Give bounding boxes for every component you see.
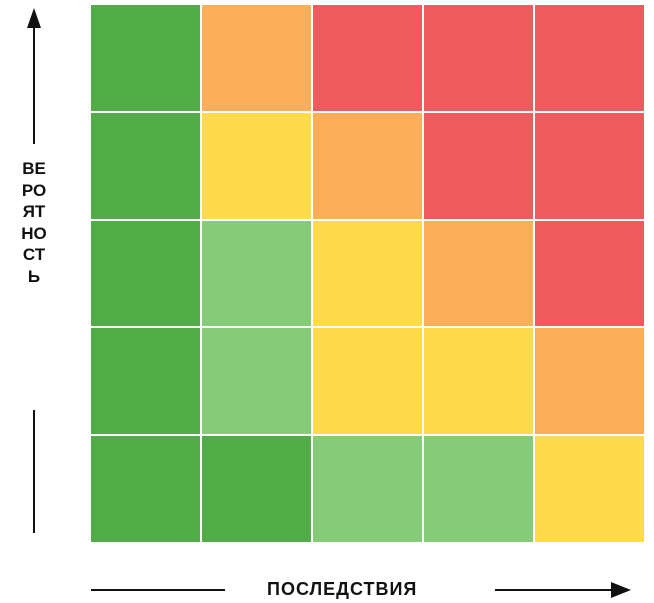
matrix-cell [424,328,533,435]
matrix-cell [424,5,533,111]
matrix-cell [313,112,422,219]
matrix-cell [202,328,311,435]
matrix-cell [202,220,311,327]
matrix-cell [202,112,311,219]
matrix-cell [424,220,533,327]
matrix-cell [91,112,200,219]
x-axis-line-right [495,589,615,591]
y-axis-line-top [33,26,35,144]
matrix-cell [424,436,533,542]
right-arrow-icon [611,582,631,598]
matrix-cell [313,220,422,327]
matrix-cell [313,436,422,542]
matrix-cell [313,328,422,435]
matrix-cell [535,328,644,435]
matrix-cell [535,436,644,542]
x-axis-line-left [91,589,225,591]
matrix-cell [202,5,311,111]
matrix-cell [535,5,644,111]
x-axis: ПОСЛЕДСТВИЯ [91,575,644,603]
matrix-cell [535,220,644,327]
y-axis-line-bottom [33,410,35,533]
risk-matrix-grid [91,5,644,542]
up-arrow-icon [27,8,41,28]
matrix-cell [91,5,200,111]
matrix-cell [313,5,422,111]
matrix-cell [535,112,644,219]
y-axis-label: ВЕРОЯТНОСТЬ [21,159,47,286]
y-axis: ВЕРОЯТНОСТЬ [18,8,50,533]
matrix-cell [91,328,200,435]
x-axis-label: ПОСЛЕДСТВИЯ [267,579,418,599]
matrix-cell [424,112,533,219]
matrix-cell [91,220,200,327]
matrix-cell [202,436,311,542]
matrix-cell [91,436,200,542]
